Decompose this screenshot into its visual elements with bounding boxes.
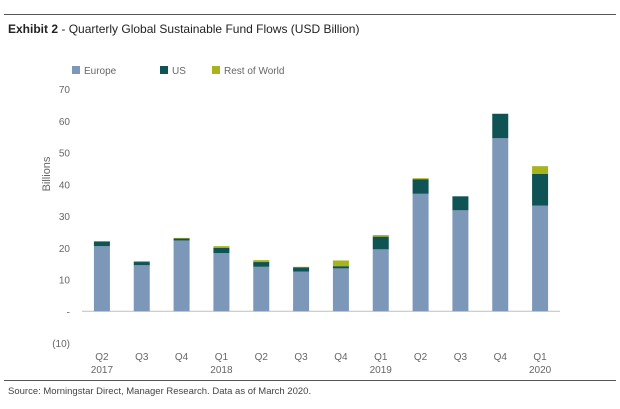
legend-label-us: US [172,66,186,77]
bar-us-7 [372,236,389,250]
bar-europe-5 [293,271,310,312]
y-tick-label: 10 [59,276,71,287]
bar-row-8 [412,178,429,180]
bar-us-0 [93,241,110,247]
stacked-bar-chart: Europe US Rest of World Billions 70 60 50 40 30 2… [41,66,560,376]
x-tick-year: 2019 [370,365,393,376]
x-tick-label: Q4 [334,352,348,363]
top-rule [4,14,616,15]
bar-us-11 [532,173,549,206]
bar-us-4 [253,262,270,267]
legend-swatch-us [160,66,168,74]
bar-europe-7 [372,249,389,312]
legend-label-row: Rest of World [224,66,284,77]
x-tick-label: Q4 [175,352,189,363]
bar-row-11 [532,166,549,174]
x-tick-label: Q2 [414,352,428,363]
y-tick-label: 70 [59,85,71,96]
x-tick-label: Q4 [494,352,508,363]
bar-us-6 [332,266,349,269]
y-axis-label: Billions [41,156,53,191]
bar-us-9 [452,196,469,211]
bar-row-6 [332,260,349,267]
x-tick-label: Q1 [533,352,547,363]
legend-label-europe: Europe [84,66,117,77]
bar-europe-8 [412,193,429,312]
exhibit-title: Exhibit 2 - Quarterly Global Sustainable… [8,22,359,36]
x-tick-label: Q3 [135,352,149,363]
legend-swatch-row [212,66,220,74]
bar-europe-10 [492,138,509,312]
bar-us-2 [173,238,190,241]
bar-europe-4 [253,266,270,312]
y-tick-label: 20 [59,244,71,255]
bar-us-5 [293,267,310,272]
exhibit-label: Exhibit 2 [8,22,59,36]
bar-europe-3 [213,253,230,312]
legend-swatch-europe [72,66,80,74]
x-tick-year: 2018 [210,365,233,376]
x-tick-year: 2020 [529,365,552,376]
bar-europe-11 [532,205,549,312]
x-tick-year: 2017 [91,365,114,376]
bar-row-5 [293,266,310,268]
title-separator: - [58,22,69,36]
bar-row-1 [133,261,150,263]
bar-us-8 [412,179,429,194]
bar-row-2 [173,237,190,239]
bar-row-7 [372,235,389,237]
bar-row-4 [253,260,270,263]
x-tick-label: Q2 [255,352,269,363]
y-tick-label: 40 [59,180,71,191]
bar-europe-6 [332,268,349,312]
bar-europe-1 [133,265,150,312]
bar-us-10 [492,113,509,139]
y-tick-label: - [67,307,70,318]
y-tick-label: 30 [59,212,71,223]
x-tick-label: Q2 [95,352,109,363]
title-text: Quarterly Global Sustainable Fund Flows … [68,22,360,36]
bar-europe-2 [173,240,190,312]
bar-us-3 [213,247,230,254]
y-tick-label: 60 [59,117,71,128]
bar-europe-9 [452,210,469,312]
x-tick-label: Q1 [215,352,229,363]
y-tick-label: 50 [59,149,71,160]
x-tick-label: Q3 [294,352,308,363]
source-note: Source: Morningstar Direct, Manager Rese… [8,386,312,397]
bar-row-3 [213,246,230,248]
bar-europe-0 [93,246,110,312]
x-tick-label: Q3 [454,352,468,363]
y-tick-label: (10) [52,339,70,350]
bar-us-1 [133,262,150,266]
x-tick-label: Q1 [374,352,388,363]
bottom-rule [4,380,616,381]
